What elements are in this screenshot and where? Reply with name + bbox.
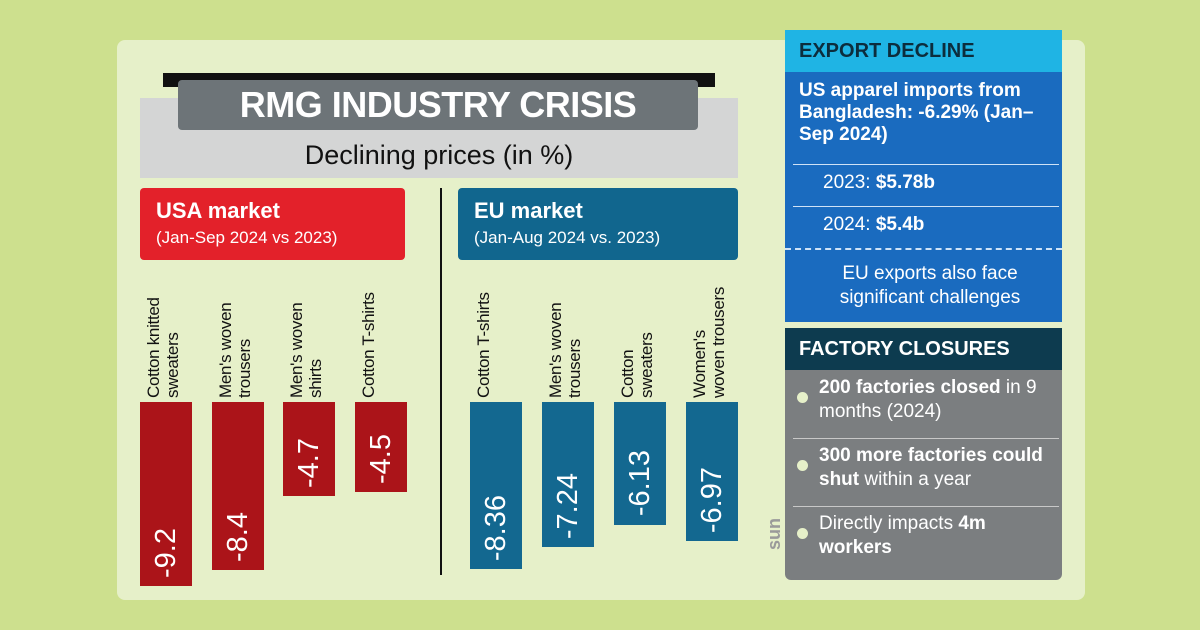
export-box: US apparel imports from Bangladesh: -6.2…	[785, 72, 1062, 322]
divider	[793, 206, 1059, 207]
value-label: -9.2	[150, 528, 182, 578]
bar: -6.97	[686, 402, 738, 542]
closure-item: 200 factories closed in 9 months (2024)	[819, 376, 1055, 424]
market-header: USA market (Jan-Sep 2024 vs 2023)	[140, 188, 405, 260]
zigzag	[785, 248, 1062, 250]
category-label: Cotton knitted sweaters	[144, 297, 182, 398]
bar: -4.7	[283, 402, 335, 496]
divider	[793, 506, 1059, 507]
bar: -4.5	[354, 402, 407, 492]
market-subtitle: (Jan-Sep 2024 vs 2023)	[156, 228, 338, 247]
item-text: Directly impacts	[819, 513, 959, 534]
category-label: Men's woven trousers	[546, 302, 584, 398]
value-label: -4.7	[293, 438, 325, 488]
category-label: Men's woven trousers	[215, 302, 254, 398]
subtitle: Declining prices (in %)	[304, 140, 574, 170]
market-header: EU market (Jan-Aug 2024 vs. 2023)	[458, 188, 738, 260]
bar: -7.24	[542, 402, 594, 547]
market-subtitle: (Jan-Aug 2024 vs. 2023)	[474, 228, 661, 247]
row: 2023: $5.78b	[823, 172, 935, 194]
logo-text: sun	[764, 518, 784, 551]
category-label: Women's woven trousers	[690, 286, 728, 398]
item-text: 300 more factories could shut	[819, 445, 1043, 490]
item-text: in 9 months (2024)	[819, 377, 1037, 422]
bullet	[797, 528, 808, 539]
export-note: EU exports also face significant challen…	[839, 263, 1021, 308]
bar: -8.4	[211, 402, 264, 570]
title: RMG INDUSTRY CRISIS	[178, 80, 698, 130]
bar: -8.36	[470, 402, 522, 570]
closures-header: FACTORY CLOSURES	[785, 328, 1062, 370]
bar: -9.2	[140, 402, 192, 586]
row-label: 2023:	[823, 172, 871, 193]
category-label: Cotton T-shirts	[358, 292, 378, 398]
closure-item: Directly impacts 4m workers	[819, 512, 1055, 560]
category-label: Men's woven shirts	[287, 302, 325, 398]
value-label: -6.97	[696, 467, 728, 534]
value-label: -4.5	[364, 434, 397, 484]
value-label: -8.4	[221, 512, 254, 562]
item-text: 4m workers	[819, 513, 986, 558]
bullet	[797, 460, 808, 471]
export-lead: US apparel imports from Bangladesh: -6.2…	[799, 80, 1034, 145]
category-label: Cotton T-shirts	[474, 292, 493, 398]
divider	[793, 438, 1059, 439]
row-label: 2024:	[823, 214, 871, 235]
closures-box: 200 factories closed in 9 months (2024) 3…	[785, 370, 1062, 580]
market-title: USA market	[156, 198, 280, 223]
row-value: $5.78b	[875, 172, 935, 193]
export-header: EXPORT DECLINE	[785, 30, 1062, 72]
row-value: $5.4b	[875, 214, 925, 235]
value-label: -8.36	[480, 495, 512, 562]
divider	[793, 164, 1059, 165]
value-label: -7.24	[552, 472, 584, 539]
value-label: -6.13	[624, 450, 656, 517]
divider	[440, 188, 442, 575]
bar: -6.13	[614, 402, 666, 525]
closure-item: 300 more factories could shut within a y…	[819, 444, 1055, 492]
row: 2024: $5.4b	[823, 214, 924, 236]
item-text: 200 factories closed	[819, 377, 1001, 398]
bullet	[797, 392, 808, 403]
market-title: EU market	[474, 198, 583, 223]
item-text: within a year	[859, 469, 972, 490]
category-label: Cotton sweaters	[618, 332, 656, 398]
